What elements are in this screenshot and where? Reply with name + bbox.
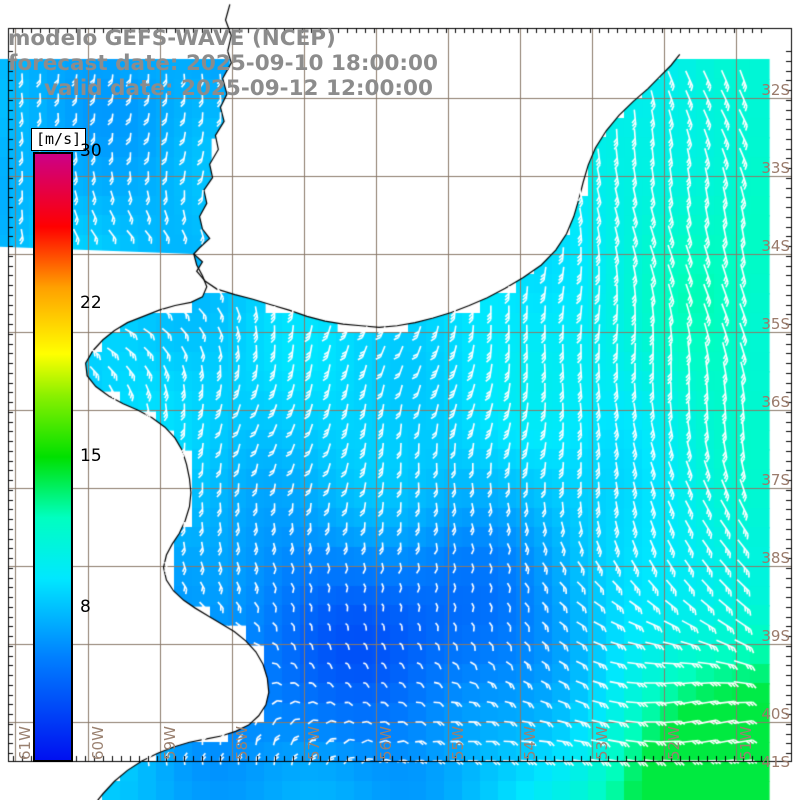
colorbar-unit-label: [m/s] xyxy=(31,128,87,151)
lon-label-54W: 54W xyxy=(521,726,539,760)
lon-label-60W: 60W xyxy=(89,726,107,760)
colorbar-gradient xyxy=(35,154,71,760)
lon-label-58W: 58W xyxy=(233,726,251,760)
lat-label-37S: 37S xyxy=(761,471,790,489)
colorbar-tick-22: 22 xyxy=(80,293,102,313)
lat-label-32S: 32S xyxy=(761,81,790,99)
lon-label-56W: 56W xyxy=(377,726,395,760)
lat-label-34S: 34S xyxy=(761,237,790,255)
lat-label-39S: 39S xyxy=(761,627,790,645)
model-title: modelo GEFS-WAVE (NCEP) xyxy=(8,26,336,51)
colorbar-tick-15: 15 xyxy=(80,446,102,466)
lat-label-40S: 40S xyxy=(761,705,790,723)
lon-label-61W: 61W xyxy=(16,726,34,760)
lat-label-35S: 35S xyxy=(761,315,790,333)
colorbar xyxy=(33,152,73,762)
lat-label-36S: 36S xyxy=(761,393,790,411)
colorbar-tick-8: 8 xyxy=(80,597,91,617)
forecast-date-label: forecast date: 2025-09-10 18:00:00 xyxy=(8,51,438,76)
lat-label-38S: 38S xyxy=(761,549,790,567)
lat-label-41S: 41S xyxy=(761,753,790,771)
lon-label-52W: 52W xyxy=(665,726,683,760)
valid-date-label: valid date: 2025-09-12 12:00:00 xyxy=(44,76,433,101)
lon-label-59W: 59W xyxy=(161,726,179,760)
lon-label-57W: 57W xyxy=(305,726,323,760)
lon-label-53W: 53W xyxy=(593,726,611,760)
lon-label-51W: 51W xyxy=(737,726,755,760)
colorbar-tick-30: 30 xyxy=(80,141,102,161)
lon-label-55W: 55W xyxy=(449,726,467,760)
lat-label-33S: 33S xyxy=(761,159,790,177)
